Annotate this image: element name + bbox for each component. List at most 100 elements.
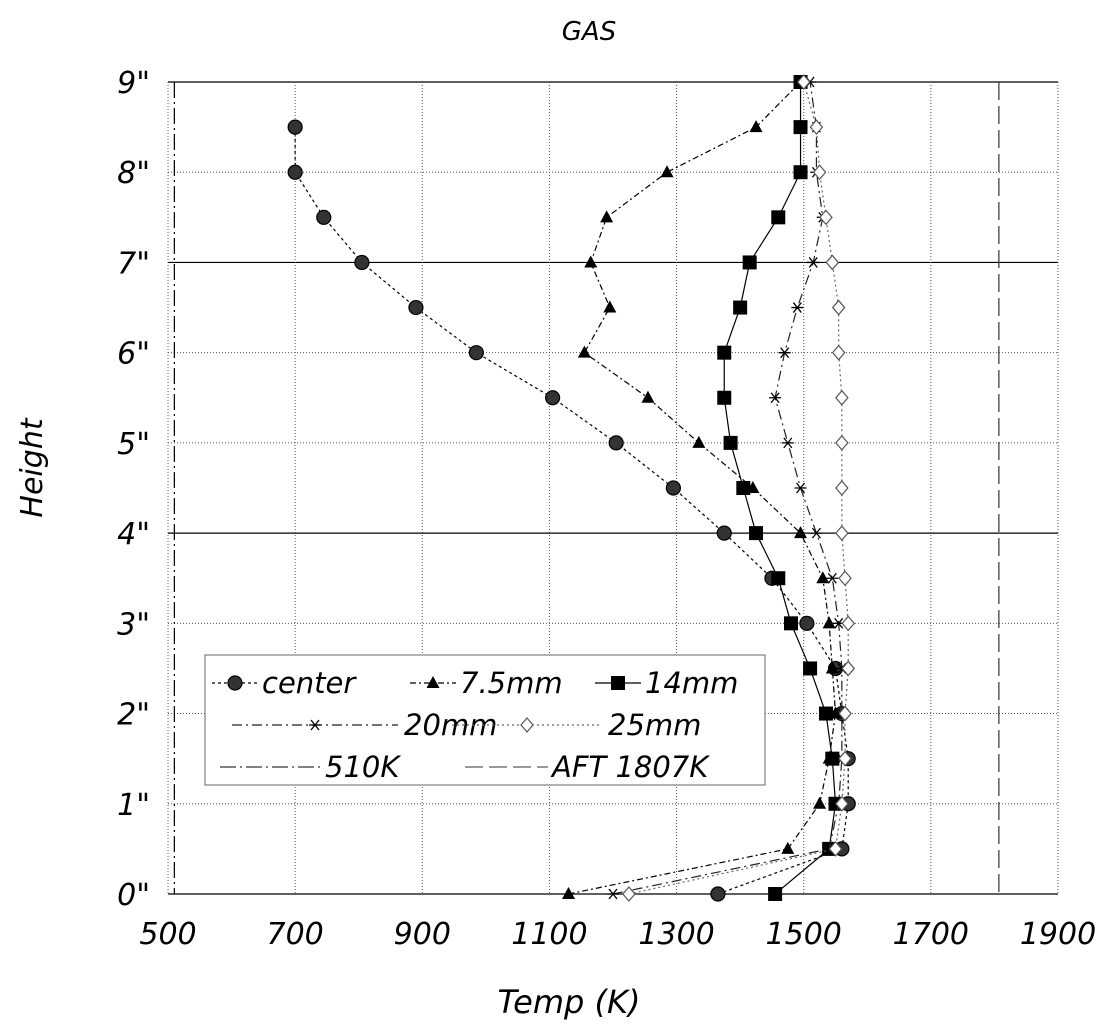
x-tick-label: 1900	[1020, 917, 1096, 952]
legend-label-510k: 510K	[325, 750, 401, 784]
point-7-5mm	[822, 616, 836, 629]
point-center	[408, 299, 424, 316]
point-25mm	[838, 570, 852, 587]
point-7-5mm	[577, 345, 591, 358]
point-25mm	[622, 886, 636, 902]
y-tick-label: 3"	[117, 607, 150, 642]
point-7-5mm	[749, 120, 763, 133]
point-20mm	[826, 572, 839, 584]
legend-sample-marker	[309, 719, 321, 731]
point-7-5mm	[600, 210, 614, 223]
legend-label-25mm: 25mm	[608, 708, 701, 742]
point-14mm	[771, 571, 786, 586]
point-center	[710, 886, 726, 902]
point-20mm	[607, 888, 619, 900]
legend-label-aft: AFT 1807K	[550, 750, 710, 784]
x-axis-label: Temp (K)	[498, 983, 641, 1021]
point-20mm	[781, 437, 794, 449]
legend: center 7.5mm 14mm 20mm 25mm 510K AFT 180…	[204, 654, 766, 786]
legend-label-14mm: 14mm	[645, 666, 738, 700]
y-tick-label: 0"	[117, 878, 150, 913]
point-14mm	[818, 706, 833, 721]
point-7-5mm	[692, 435, 706, 448]
chart-title: GAS	[562, 17, 616, 47]
point-14mm	[793, 165, 808, 180]
point-25mm	[835, 434, 849, 451]
point-center	[468, 345, 484, 361]
point-20mm	[794, 482, 807, 494]
series-line-center	[294, 127, 849, 895]
point-14mm	[717, 390, 732, 405]
x-tick-label: 900	[394, 917, 451, 952]
y-tick-label: 5"	[117, 427, 150, 462]
point-center	[287, 164, 303, 180]
point-7-5mm	[641, 390, 655, 403]
point-7-5mm	[781, 841, 795, 854]
point-14mm	[736, 481, 751, 495]
point-7-5mm	[660, 165, 674, 178]
y-tick-label: 7"	[117, 246, 150, 281]
point-center	[799, 615, 815, 631]
x-tick-label: 1700	[893, 917, 969, 952]
point-7-5mm	[603, 300, 617, 313]
y-tick-label: 1"	[117, 788, 150, 823]
point-center	[545, 390, 561, 406]
point-25mm	[838, 750, 852, 767]
point-25mm	[828, 840, 843, 857]
point-7-5mm	[562, 887, 575, 899]
point-14mm	[717, 345, 732, 360]
point-25mm	[835, 525, 849, 542]
point-center	[316, 209, 332, 225]
legend-sample-marker	[227, 675, 243, 691]
point-14mm	[771, 210, 786, 225]
legend-label-center: center	[262, 666, 357, 700]
point-7-5mm	[794, 526, 808, 539]
point-25mm	[841, 660, 856, 677]
y-tick-label: 2"	[117, 698, 150, 733]
point-7-5mm	[825, 661, 839, 674]
point-25mm	[819, 209, 833, 226]
y-axis-label: Height	[15, 417, 50, 517]
x-tick-label: 500	[139, 917, 196, 952]
y-tick-label: 4"	[117, 517, 150, 552]
point-14mm	[825, 751, 840, 766]
point-20mm	[810, 527, 823, 539]
point-25mm	[835, 389, 849, 406]
point-14mm	[733, 300, 748, 315]
point-14mm	[803, 661, 818, 676]
point-center	[716, 525, 732, 541]
point-25mm	[835, 795, 849, 812]
point-center	[608, 435, 624, 451]
reference-lines	[173, 82, 1000, 894]
point-14mm	[723, 435, 738, 450]
legend-sample-marker	[426, 676, 440, 688]
point-20mm	[778, 347, 791, 359]
point-25mm	[831, 344, 846, 361]
series-25mm	[622, 74, 856, 902]
point-center	[354, 254, 370, 271]
point-7-5mm	[813, 796, 827, 809]
y-tick-label: 9"	[117, 66, 150, 101]
point-25mm	[812, 164, 827, 181]
x-tick-label: 1500	[766, 917, 842, 952]
y-tick-label: 6"	[117, 337, 150, 372]
legend-sample-marker	[520, 717, 534, 733]
point-25mm	[809, 119, 824, 136]
point-20mm	[791, 302, 804, 313]
point-14mm	[784, 616, 798, 631]
legend-label-7-5mm: 7.5mm	[460, 666, 563, 700]
point-25mm	[841, 615, 856, 632]
point-25mm	[835, 480, 849, 496]
point-25mm	[825, 254, 840, 271]
point-center	[665, 480, 681, 496]
legend-label-20mm: 20mm	[404, 708, 497, 742]
legend-box	[204, 654, 766, 786]
point-14mm	[793, 120, 808, 135]
point-14mm	[742, 255, 757, 270]
point-20mm	[807, 257, 820, 268]
point-14mm	[749, 526, 764, 541]
x-tick-label: 1100	[511, 917, 587, 952]
x-tick-label: 1300	[638, 917, 714, 952]
point-7-5mm	[816, 571, 830, 584]
